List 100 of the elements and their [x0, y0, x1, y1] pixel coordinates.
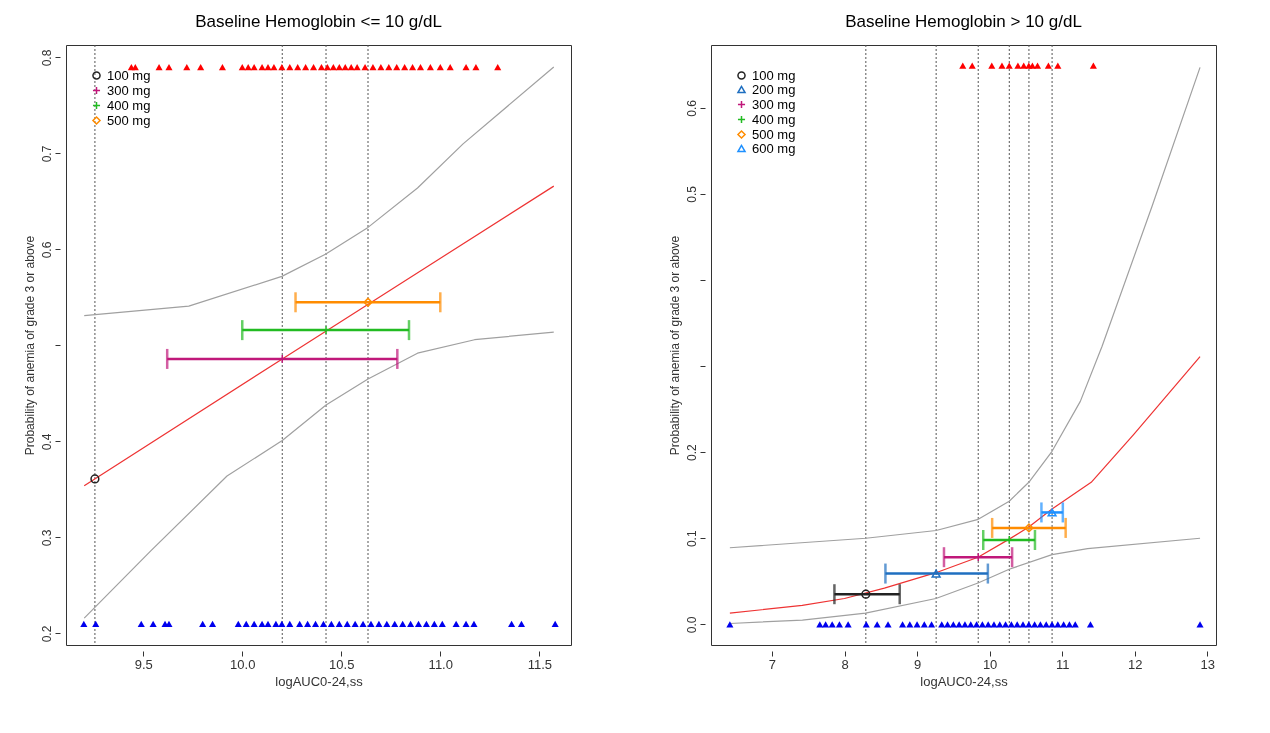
point: [197, 64, 205, 71]
point: [1054, 62, 1062, 69]
point: [426, 64, 434, 71]
x-tick-label: 12: [1128, 656, 1143, 672]
point: [438, 620, 446, 627]
point: [296, 620, 304, 627]
point: [508, 620, 516, 627]
point: [80, 620, 88, 627]
point: [430, 620, 438, 627]
point: [416, 64, 425, 71]
point: [234, 620, 242, 627]
point: [272, 620, 280, 627]
x-tick-label: 11: [1055, 656, 1070, 672]
point: [329, 64, 337, 71]
point: [1033, 62, 1042, 69]
point: [470, 620, 478, 627]
point: [90, 474, 100, 484]
x-tick-label: 11.5: [527, 656, 552, 672]
point: [264, 620, 272, 627]
point: [258, 620, 266, 627]
point: [407, 620, 415, 627]
point: [436, 64, 444, 71]
point: [335, 64, 343, 71]
point: [1089, 62, 1097, 69]
point: [341, 64, 349, 71]
legend-label: 100 mg: [752, 67, 796, 83]
point: [494, 64, 502, 71]
point: [310, 64, 318, 71]
x-axis-title: logAUC0-24,ss: [920, 673, 1009, 689]
point: [250, 64, 258, 71]
point: [319, 620, 327, 627]
y-tick-label: 0.7: [39, 145, 54, 163]
point: [472, 64, 480, 71]
x-axis-title: logAUC0-24,ss: [275, 673, 364, 689]
point: [149, 620, 157, 627]
point: [998, 62, 1006, 69]
x-tick-label: 10.0: [230, 656, 256, 672]
y-tick-label: 0.6: [684, 99, 699, 117]
y-tick-label: 0.3: [39, 529, 54, 547]
legend-label: 500 mg: [752, 126, 796, 142]
legend-label: 400 mg: [752, 111, 796, 127]
point: [861, 589, 871, 599]
point: [304, 620, 312, 627]
y-tick-label: 0.2: [684, 444, 699, 462]
point: [294, 64, 302, 71]
y-tick-label: 0.4: [39, 433, 54, 451]
point: [183, 64, 191, 71]
point: [258, 64, 266, 71]
x-tick-label: 10.5: [329, 656, 355, 672]
point: [375, 620, 383, 627]
line-series: [729, 356, 1201, 614]
point: [137, 620, 145, 627]
line-series: [729, 66, 1201, 549]
chart-title: Baseline Hemoglobin > 10 g/dL: [845, 11, 1082, 31]
point: [551, 620, 559, 627]
point: [359, 620, 367, 627]
point: [1005, 62, 1013, 69]
point: [244, 64, 252, 71]
point: [391, 620, 399, 627]
legend-label: 400 mg: [107, 97, 151, 113]
point: [452, 620, 460, 627]
legend-label: 300 mg: [752, 96, 796, 112]
point: [988, 62, 996, 69]
point: [218, 64, 226, 71]
point: [155, 64, 163, 71]
point: [323, 64, 331, 71]
point: [462, 64, 470, 71]
point: [286, 620, 294, 627]
point: [264, 64, 272, 71]
point: [165, 64, 173, 71]
y-tick-label: 0.6: [39, 241, 54, 259]
point: [383, 620, 391, 627]
chart-title: Baseline Hemoglobin <= 10 g/dL: [195, 11, 442, 31]
y-tick-label: 0.2: [39, 625, 54, 643]
point: [270, 64, 278, 71]
point: [377, 64, 385, 71]
y-tick-label: 0.0: [684, 616, 699, 634]
point: [462, 620, 470, 627]
point: [1047, 508, 1057, 517]
point: [250, 620, 258, 627]
point: [968, 62, 976, 69]
y-tick-label: 0.8: [39, 49, 54, 67]
point: [1044, 62, 1052, 69]
point: [399, 620, 407, 627]
y-tick-label: 0.5: [684, 185, 699, 203]
x-tick-label: 9.5: [134, 656, 153, 672]
x-tick-label: 8: [841, 656, 849, 672]
point: [409, 64, 417, 71]
point: [286, 64, 294, 71]
point: [327, 620, 335, 627]
legend-label: 300 mg: [107, 82, 151, 98]
point: [385, 64, 393, 71]
point: [414, 620, 423, 627]
x-tick-label: 9: [913, 656, 922, 672]
point: [278, 620, 286, 627]
point: [361, 64, 369, 71]
point: [422, 620, 430, 627]
point: [369, 64, 377, 71]
point: [238, 64, 246, 71]
point: [131, 64, 139, 71]
